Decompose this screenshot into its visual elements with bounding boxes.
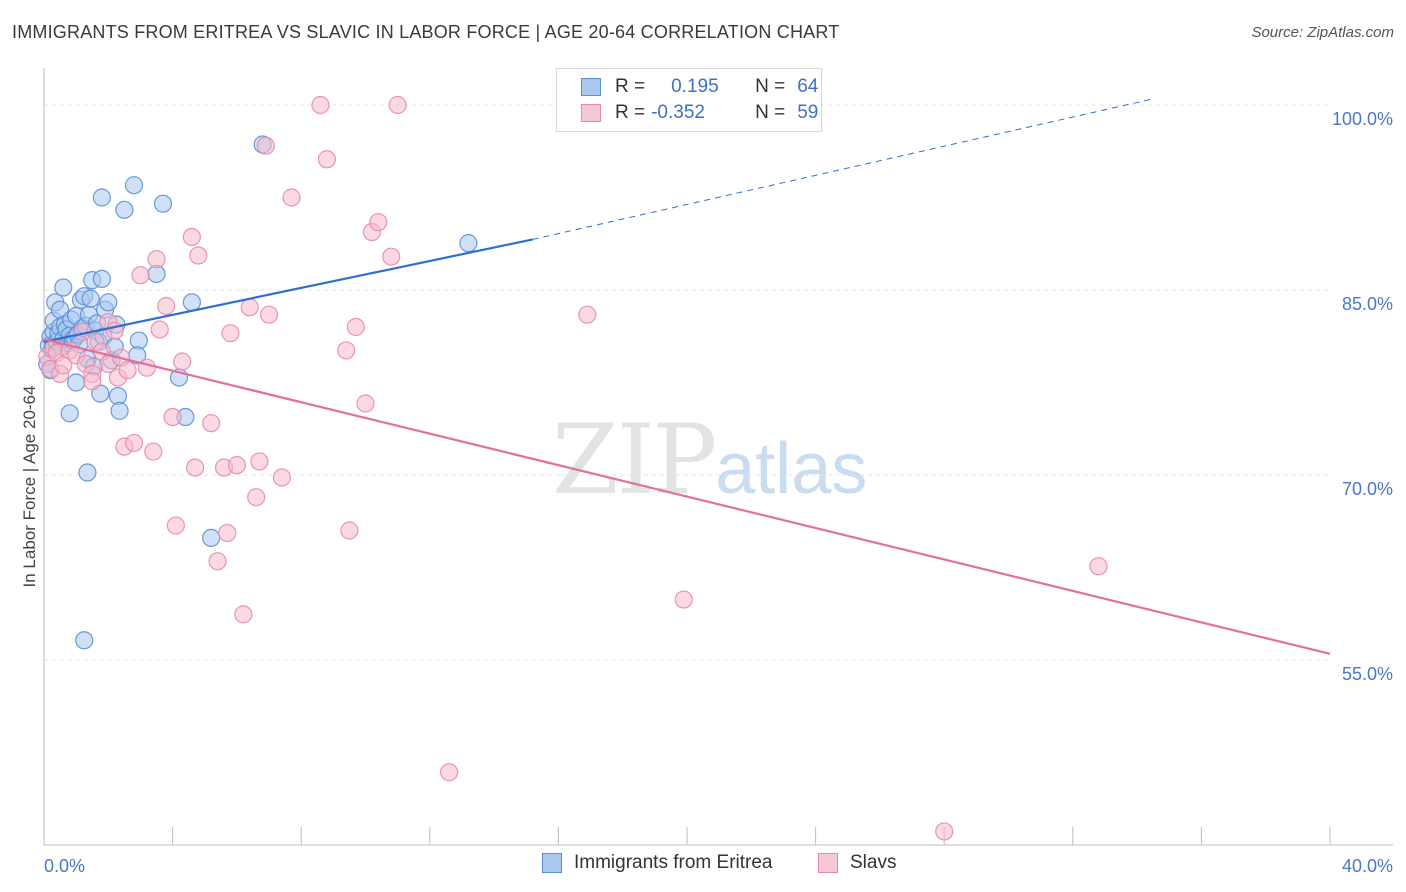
chart-title: IMMIGRANTS FROM ERITREA VS SLAVIC IN LAB… [12,22,840,42]
slavs-point [144,442,163,461]
y-axis-label: In Labor Force | Age 20-64 [20,386,39,588]
legend-r-label: R = [615,102,646,123]
eritrea-trend-extension [532,98,1154,240]
slavs-point [388,95,407,115]
slavs-point [182,227,201,247]
y-tick-label: 85.0% [1342,294,1393,314]
legend-swatch-pink [581,104,601,122]
y-tick-label: 70.0% [1342,479,1393,499]
slavs-point [356,394,375,413]
eritrea-point [115,200,134,219]
slavs-point [173,352,192,371]
slavs-point [272,468,292,487]
slavs-point [118,361,137,380]
slavs-point [382,247,401,266]
legend-item-slavs[interactable]: Slavs [818,852,896,874]
slavs-point [240,298,259,317]
slavs-point [202,414,221,433]
slavs-point [221,324,240,343]
slavs-point [1089,557,1108,576]
eritrea-point [81,289,100,308]
legend-r-label: R = [615,76,646,97]
slavs-trend-line [43,338,1331,655]
eritrea-point [153,194,173,213]
slavs-point [256,136,275,155]
slavs-point [674,590,693,609]
slavs-point [247,488,266,507]
slavs-point [340,521,359,540]
slavs-point [208,552,227,571]
eritrea-point [92,269,111,288]
legend-swatch-blue [542,853,562,873]
legend-row-slavs: R = -0.352 N = 59 [581,100,818,126]
y-tick-label: 100.0% [1332,109,1393,129]
eritrea-point [99,293,118,312]
eritrea-point [92,188,111,207]
legend-label-eritrea: Immigrants from Eritrea [574,852,773,873]
slavs-point [234,605,253,624]
eritrea-point [202,528,221,548]
slavs-point [259,305,279,324]
slavs-point [337,341,356,360]
slavs-point [189,246,208,265]
eritrea-point [124,176,144,195]
eritrea-point [78,463,97,482]
eritrea-point [60,404,79,423]
slavs-point [282,188,301,207]
source-label: Source: ZipAtlas.com [1251,24,1394,41]
slavs-point [186,458,205,477]
legend-n-label: N = [755,102,786,123]
slavs-point [166,516,185,535]
legend-n-value: 64 [797,76,819,97]
slavs-point [227,456,246,475]
slavs-point [137,358,156,377]
y-tick-label: 55.0% [1342,664,1393,684]
legend-r-value: -0.352 [651,102,705,123]
eritrea-point [75,631,94,650]
eritrea-point [110,401,129,420]
slavs-point [124,433,144,453]
slavs-point [131,266,150,285]
watermark-atlas: atlas [715,429,868,509]
x-tick-label: 40.0% [1342,856,1393,876]
eritrea-point [67,373,86,392]
slavs-point [150,320,169,339]
slavs-point [935,822,954,841]
legend-swatch-pink [818,853,838,873]
slavs-point [369,213,388,232]
legend-item-eritrea[interactable]: Immigrants from Eritrea [542,852,772,874]
eritrea-point [54,278,73,297]
slavs-point [250,452,269,471]
slavs-point [578,305,597,324]
eritrea-trend-line [43,238,533,343]
slavs-point [83,372,102,391]
legend-swatch-blue [581,78,601,96]
slavs-point [157,296,176,316]
x-tick-label: 0.0% [44,856,85,876]
slavs-point [346,317,365,337]
slavs-point [311,95,330,115]
slavs-point [317,150,337,169]
slavs-point [163,407,182,427]
eritrea-point [459,234,478,253]
eritrea-point [182,293,201,312]
slavs-point [218,523,237,543]
slavs-point [147,250,166,269]
legend-n-label: N = [755,76,786,97]
legend-n-value: 59 [797,102,819,123]
legend-label-slavs: Slavs [850,852,897,873]
legend-r-value: 0.195 [671,76,719,97]
legend-row-eritrea: R = 0.195 N = 64 [581,74,818,100]
stats-legend: R = 0.195 N = 64 R = -0.352 N = 59 [556,68,822,132]
slavs-point [439,763,459,782]
